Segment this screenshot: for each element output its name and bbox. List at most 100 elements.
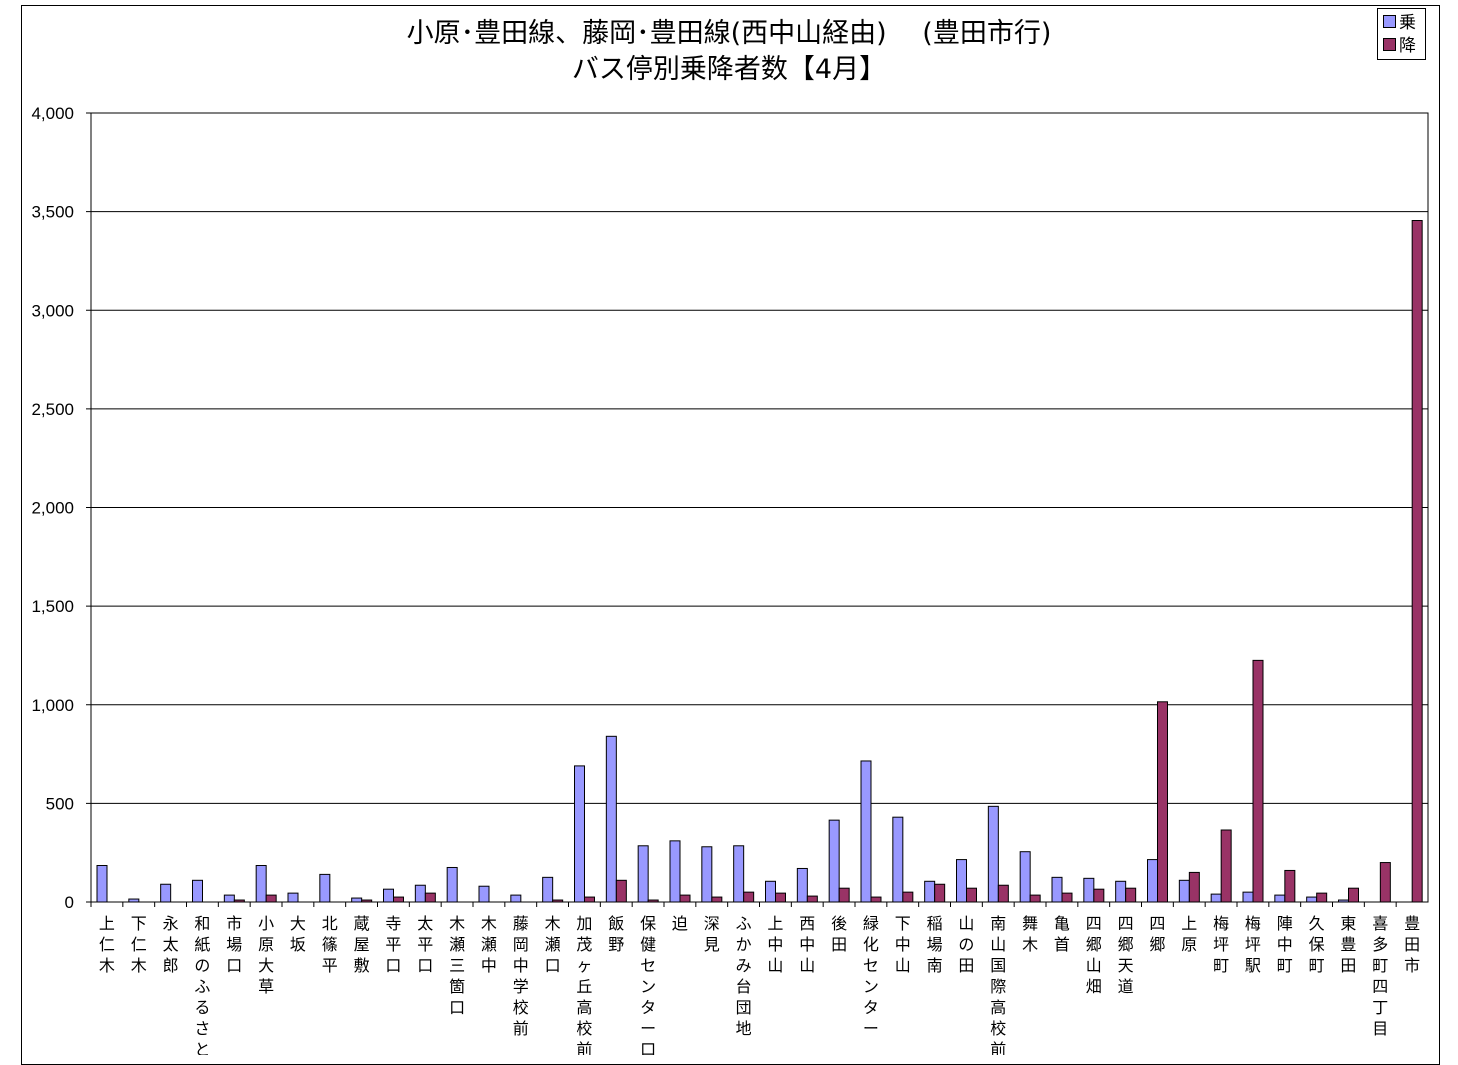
svg-text:保: 保	[1309, 935, 1325, 954]
svg-text:多: 多	[1372, 935, 1388, 954]
svg-text:大: 大	[290, 914, 306, 933]
svg-text:稲: 稲	[927, 914, 943, 933]
svg-text:藤: 藤	[513, 914, 529, 933]
y-tick-label: 1,000	[31, 696, 74, 715]
svg-text:陣: 陣	[1277, 914, 1293, 933]
svg-text:大: 大	[258, 956, 274, 975]
x-category-label: 西中山	[799, 914, 815, 975]
svg-text:ン: ン	[863, 977, 879, 996]
svg-text:原: 原	[1181, 935, 1197, 954]
svg-text:木: 木	[449, 914, 465, 933]
svg-text:和: 和	[194, 914, 210, 933]
svg-text:深: 深	[704, 914, 720, 933]
bar-boarding	[828, 819, 840, 903]
bar-alighting	[838, 887, 850, 903]
svg-text:町: 町	[1372, 956, 1388, 975]
bar-alighting	[584, 896, 595, 903]
bar-boarding	[96, 865, 108, 903]
svg-text:道: 道	[1118, 977, 1134, 996]
svg-text:か: か	[736, 935, 752, 954]
svg-text:仁: 仁	[99, 935, 115, 954]
svg-text:屋: 屋	[354, 935, 370, 954]
bar-alighting	[1348, 887, 1359, 903]
svg-text:草: 草	[258, 977, 274, 996]
bar-boarding	[1306, 896, 1318, 903]
legend-label-boarding: 乗	[1399, 13, 1416, 33]
svg-text:中: 中	[1277, 935, 1293, 954]
svg-text:上: 上	[1181, 914, 1197, 933]
bar-alighting	[265, 894, 277, 903]
x-category-label: 稲場南	[927, 914, 943, 975]
y-tick-label: 2,500	[31, 400, 74, 419]
svg-text:セ: セ	[640, 956, 656, 975]
svg-text:平: 平	[417, 935, 433, 954]
svg-text:駅: 駅	[1245, 956, 1261, 975]
svg-text:山: 山	[799, 956, 815, 975]
x-category-label: 市場口	[226, 914, 242, 975]
svg-text:場: 場	[927, 935, 943, 954]
svg-text:後: 後	[831, 914, 847, 933]
svg-text:田: 田	[1404, 935, 1420, 954]
svg-text:郷: 郷	[1149, 935, 1165, 954]
svg-text:健: 健	[640, 935, 656, 954]
bar-boarding	[414, 884, 426, 903]
svg-text:下: 下	[131, 914, 147, 933]
svg-text:前: 前	[990, 1040, 1006, 1055]
bar-boarding	[892, 816, 904, 903]
y-tick-label: 3,500	[31, 203, 74, 222]
svg-text:南: 南	[990, 914, 1006, 933]
svg-text:太: 太	[163, 935, 179, 954]
bar-alighting	[1284, 869, 1296, 903]
legend-swatch-boarding	[1383, 14, 1396, 28]
svg-text:保: 保	[640, 914, 656, 933]
y-tick-label: 500	[46, 794, 74, 813]
svg-text:木: 木	[99, 956, 115, 975]
svg-text:首: 首	[1054, 935, 1070, 954]
svg-text:場: 場	[226, 935, 242, 954]
bar-alighting	[1411, 220, 1423, 903]
svg-text:梅: 梅	[1213, 914, 1229, 933]
svg-text:中: 中	[513, 956, 529, 975]
bar-boarding	[351, 897, 363, 903]
bar-boarding	[987, 805, 999, 903]
svg-text:豊: 豊	[1404, 914, 1420, 933]
bar-alighting	[1188, 871, 1200, 903]
svg-text:久: 久	[1309, 914, 1325, 933]
svg-text:市: 市	[226, 914, 242, 933]
svg-text:山: 山	[895, 956, 911, 975]
bar-boarding	[956, 859, 967, 903]
x-category-label: 上中山	[767, 914, 783, 975]
bar-boarding	[1274, 894, 1286, 903]
bar-alighting	[1316, 892, 1328, 903]
bar-alighting	[1125, 887, 1137, 903]
svg-text:坪: 坪	[1213, 935, 1229, 954]
svg-text:口: 口	[545, 956, 561, 975]
bar-boarding	[860, 760, 872, 903]
x-category-label: 陣中町	[1277, 914, 1293, 975]
y-tick-label: 3,000	[31, 301, 74, 320]
bar-alighting	[1379, 862, 1391, 903]
svg-text:木: 木	[481, 914, 497, 933]
svg-text:飯: 飯	[608, 914, 624, 933]
svg-text:田: 田	[1340, 956, 1356, 975]
bar-alighting	[552, 899, 564, 903]
svg-text:太: 太	[417, 914, 433, 933]
svg-text:町: 町	[1213, 956, 1229, 975]
bar-alighting	[393, 896, 404, 903]
svg-text:四: 四	[1086, 914, 1102, 933]
svg-text:加: 加	[576, 914, 592, 933]
svg-text:箇: 箇	[449, 977, 465, 996]
svg-text:校: 校	[576, 1019, 592, 1038]
bar-boarding	[192, 879, 203, 903]
x-category-label: 永太郎	[163, 914, 179, 975]
y-tick-label: 4,000	[31, 104, 74, 123]
x-category-label: 久保町	[1309, 914, 1325, 975]
bar-boarding	[796, 867, 808, 903]
svg-text:上: 上	[99, 914, 115, 933]
